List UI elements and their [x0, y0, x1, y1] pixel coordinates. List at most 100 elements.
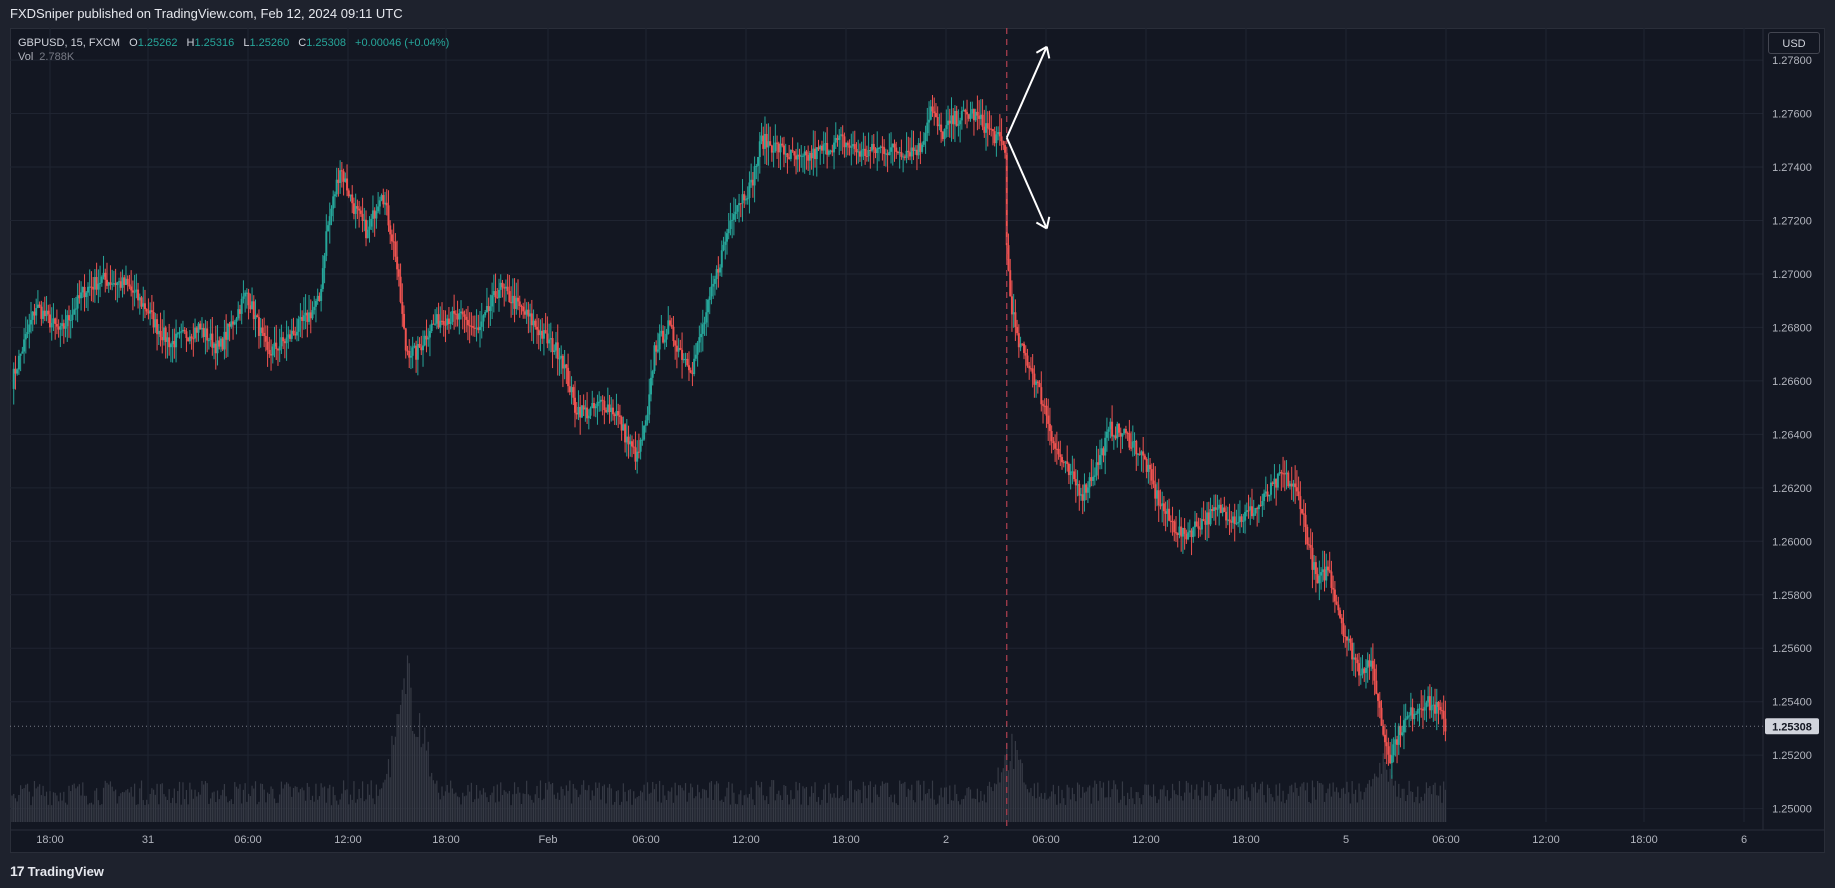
volume-bar	[773, 780, 775, 822]
volume-bar	[840, 796, 842, 822]
volume-bar	[351, 799, 353, 822]
volume-bar	[643, 784, 645, 822]
candle-body	[909, 152, 912, 157]
volume-bar	[622, 783, 624, 822]
candle-body	[311, 310, 314, 319]
candle-body	[1062, 462, 1065, 464]
volume-bar	[71, 784, 74, 822]
candles	[12, 94, 1447, 779]
arrow-up-head	[1035, 45, 1048, 54]
volume-bar	[1006, 742, 1008, 822]
volume-bar	[719, 800, 721, 822]
volume-bar	[1436, 795, 1438, 822]
candle-body	[1050, 431, 1053, 442]
candle-body	[1225, 511, 1228, 521]
volume-bar	[253, 788, 255, 822]
volume-bar	[104, 780, 106, 822]
candle-body	[112, 283, 115, 285]
volume-bar	[387, 759, 390, 822]
tradingview-logo[interactable]: 17 TradingView	[10, 863, 104, 879]
candle-body	[1385, 742, 1388, 747]
candle-body	[333, 194, 336, 197]
candle-body	[933, 111, 936, 114]
candle-body	[817, 147, 820, 150]
y-tick-label: 1.27600	[1772, 109, 1812, 121]
currency-button[interactable]: USD	[1768, 32, 1820, 54]
candle-body	[724, 241, 727, 245]
volume-bar	[836, 785, 839, 822]
candle-body	[967, 114, 970, 119]
chart-area[interactable]	[10, 28, 1825, 853]
candle-body	[1207, 512, 1210, 525]
y-tick-label: 1.26200	[1772, 483, 1812, 495]
candle-body	[1152, 480, 1155, 485]
volume-label[interactable]: Vol	[18, 51, 34, 63]
volume-bar	[353, 781, 355, 822]
y-tick-label: 1.26000	[1772, 536, 1812, 548]
candle-body	[1216, 508, 1219, 510]
volume-bar	[1323, 801, 1326, 822]
volume-bar	[564, 795, 566, 822]
candle-body	[710, 286, 713, 297]
volume-bar	[1232, 798, 1234, 822]
volume-bar	[1152, 784, 1155, 822]
candle-body	[1399, 725, 1402, 736]
volume-bar	[745, 794, 747, 822]
candle-body	[732, 214, 735, 220]
candle-body	[853, 144, 856, 149]
candle-body	[1390, 755, 1393, 764]
volume-bar	[501, 795, 504, 822]
candle-body	[292, 330, 295, 334]
volume-bar	[1201, 787, 1203, 822]
candle-body	[409, 355, 412, 358]
candle-body	[228, 323, 231, 327]
candle-body	[1074, 479, 1077, 486]
volume-bar	[77, 786, 79, 822]
volume-bar	[1308, 801, 1310, 822]
volume-bar	[101, 804, 103, 822]
volume-bar	[598, 782, 600, 822]
candle-body	[786, 153, 789, 158]
candle-body	[214, 343, 217, 354]
volume-bar	[619, 804, 621, 822]
candle-body	[903, 156, 906, 158]
candle-body	[1156, 490, 1159, 499]
volume-bar	[1374, 773, 1376, 822]
volume-bar	[469, 791, 471, 822]
candle-body	[1337, 604, 1340, 611]
candle-body	[1081, 494, 1084, 501]
volume-bar	[774, 800, 776, 822]
volume-bar	[56, 795, 58, 822]
candle-body	[596, 401, 599, 407]
volume-bar	[78, 784, 80, 822]
x-tick-label: 12:00	[1532, 834, 1560, 846]
candle-body	[503, 287, 506, 289]
volume-bar	[1082, 786, 1084, 822]
x-tick-label: 06:00	[1432, 834, 1460, 846]
candle-body	[1364, 667, 1367, 673]
close-value: 1.25308	[306, 37, 346, 49]
volume-bar	[1047, 798, 1049, 822]
y-tick-label: 1.26800	[1772, 322, 1812, 334]
volume-bar	[1389, 768, 1391, 822]
candle-body	[717, 269, 720, 273]
volume-bar	[591, 790, 593, 822]
volume-bar	[776, 793, 778, 822]
volume-bar	[1127, 792, 1129, 822]
candle-body	[14, 368, 17, 374]
volume-bar	[975, 799, 977, 822]
volume-bar	[1133, 804, 1136, 822]
volume-bar	[1196, 784, 1198, 822]
volume-bar	[760, 781, 763, 822]
candle-body	[563, 364, 566, 369]
scenario-arrows[interactable]	[1005, 45, 1051, 230]
symbol-label[interactable]: GBPUSD, 15, FXCM	[18, 37, 121, 49]
candle-body	[599, 399, 602, 402]
candle-body	[1023, 343, 1026, 354]
candle-body	[751, 179, 754, 186]
candle-body	[491, 295, 494, 307]
candle-body	[1119, 432, 1122, 437]
candle-body	[644, 420, 647, 426]
volume-bar	[1064, 804, 1067, 822]
